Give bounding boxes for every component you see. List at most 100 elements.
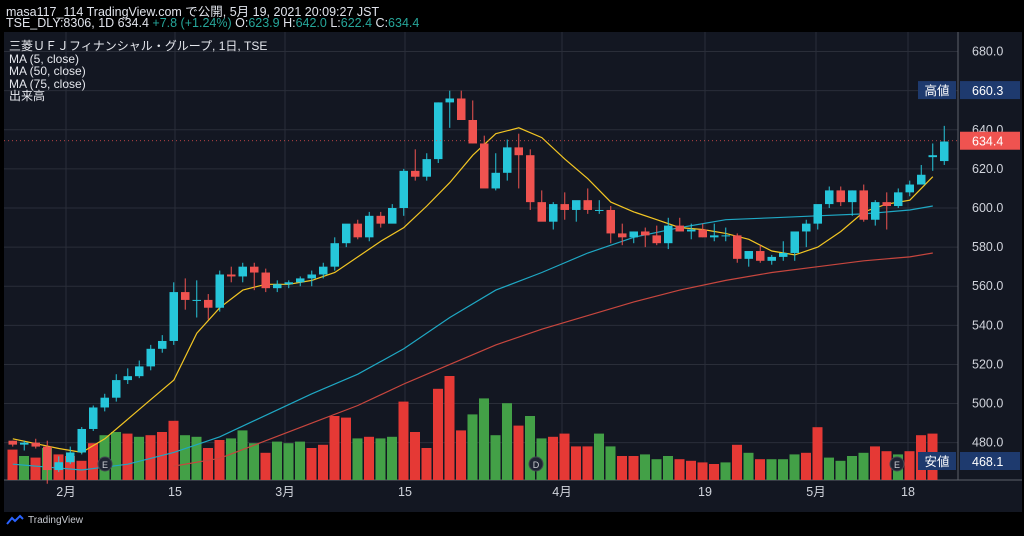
- candle-body[interactable]: [457, 98, 466, 120]
- candle-body[interactable]: [158, 340, 167, 349]
- candle-body[interactable]: [905, 184, 915, 193]
- candle-body[interactable]: [641, 231, 650, 236]
- candle-body[interactable]: [411, 170, 420, 177]
- candle-body[interactable]: [388, 208, 397, 224]
- legend-title: 三菱ＵＦＪフィナンシャル・グループ, 1日, TSE: [9, 39, 268, 53]
- candle-body[interactable]: [376, 215, 386, 224]
- publish-info: masa117_114 TradingView.com で公開, 5月 19, …: [6, 5, 380, 19]
- candle-body[interactable]: [353, 223, 363, 238]
- candle-body[interactable]: [767, 256, 777, 261]
- candle-body[interactable]: [917, 174, 926, 185]
- candle-body[interactable]: [468, 120, 478, 144]
- candle-body[interactable]: [215, 274, 225, 308]
- candle-body[interactable]: [629, 231, 639, 238]
- candle-body[interactable]: [848, 190, 857, 203]
- candle-body[interactable]: [940, 141, 949, 162]
- candle-body[interactable]: [342, 223, 351, 244]
- candle-body[interactable]: [675, 225, 685, 232]
- candle-body[interactable]: [422, 159, 432, 177]
- candle-body[interactable]: [365, 215, 374, 238]
- candle-body[interactable]: [606, 209, 616, 234]
- open-value: 623.9: [248, 16, 280, 30]
- legend-ma75[interactable]: MA (75, close): [9, 76, 86, 91]
- candle-body[interactable]: [572, 200, 581, 210]
- candle-body[interactable]: [790, 231, 800, 253]
- candle-body[interactable]: [537, 202, 547, 222]
- candle-body[interactable]: [698, 229, 708, 238]
- candle-body[interactable]: [319, 266, 328, 275]
- candle-body[interactable]: [664, 225, 673, 244]
- brand-footer[interactable]: TradingView: [6, 514, 83, 526]
- candle-body[interactable]: [307, 274, 317, 279]
- legend-ma50[interactable]: MA (50, close): [9, 64, 86, 78]
- candle-body[interactable]: [192, 299, 202, 301]
- candle-body[interactable]: [652, 235, 662, 244]
- event-marker[interactable]: [889, 456, 905, 472]
- price-chart[interactable]: 680.0660.0640.0620.0600.0580.0560.0540.0…: [4, 32, 1022, 512]
- candle-body[interactable]: [20, 442, 29, 445]
- candle-body[interactable]: [273, 284, 282, 289]
- candle-body[interactable]: [503, 147, 512, 173]
- candle-body[interactable]: [756, 251, 765, 261]
- candle-body[interactable]: [825, 190, 834, 205]
- x-tick-label: 18: [901, 485, 915, 499]
- candle-body[interactable]: [836, 190, 846, 203]
- candle-body[interactable]: [744, 251, 754, 259]
- candle-body[interactable]: [8, 440, 18, 445]
- event-marker[interactable]: [528, 456, 544, 472]
- volume-bar: [835, 460, 846, 480]
- candle-body[interactable]: [526, 155, 535, 203]
- high-value: 642.0: [295, 16, 327, 30]
- candle-body[interactable]: [112, 380, 121, 398]
- candle-body[interactable]: [89, 407, 98, 429]
- candle-body[interactable]: [123, 376, 133, 381]
- legend-volume[interactable]: 出来高: [9, 89, 46, 103]
- candle-body[interactable]: [894, 192, 903, 207]
- candle-body[interactable]: [560, 204, 570, 210]
- candle-body[interactable]: [399, 170, 409, 208]
- chart-svg[interactable]: 680.0660.0640.0620.0600.0580.0560.0540.0…: [4, 32, 1022, 512]
- candle-body[interactable]: [250, 266, 259, 273]
- legend-ma5[interactable]: MA (5, close): [9, 51, 80, 66]
- candle-body[interactable]: [491, 172, 501, 189]
- candle-body[interactable]: [434, 102, 443, 160]
- candle-body[interactable]: [238, 266, 248, 277]
- candle-body[interactable]: [77, 428, 87, 453]
- candle-body[interactable]: [284, 282, 294, 285]
- candle-body[interactable]: [583, 200, 593, 210]
- candle-body[interactable]: [618, 233, 627, 238]
- candle-body[interactable]: [813, 204, 823, 224]
- candle-body[interactable]: [445, 98, 455, 103]
- volume-bar: [651, 459, 662, 480]
- candle-body[interactable]: [204, 299, 213, 308]
- candle-body[interactable]: [802, 223, 811, 232]
- candle-body[interactable]: [595, 209, 604, 211]
- event-marker[interactable]: [97, 456, 113, 472]
- candle-body[interactable]: [135, 366, 144, 377]
- candle-body[interactable]: [882, 202, 892, 207]
- candle-body[interactable]: [871, 202, 880, 220]
- candle-body[interactable]: [928, 155, 938, 158]
- x-tick-label: 15: [398, 485, 412, 499]
- candle-body[interactable]: [181, 292, 190, 300]
- candle-body[interactable]: [779, 252, 788, 257]
- candle-body[interactable]: [721, 235, 731, 237]
- candle-body[interactable]: [66, 452, 75, 463]
- candle-body[interactable]: [549, 204, 558, 222]
- candle-body[interactable]: [514, 147, 524, 156]
- candle-body[interactable]: [261, 272, 271, 289]
- candle-body[interactable]: [330, 243, 340, 267]
- candle-body[interactable]: [480, 143, 489, 189]
- candle-body[interactable]: [687, 229, 696, 232]
- candle-body[interactable]: [100, 397, 110, 408]
- candle-body[interactable]: [31, 442, 41, 447]
- candle-body[interactable]: [859, 190, 869, 220]
- candle-body[interactable]: [733, 235, 742, 259]
- candle-body[interactable]: [296, 278, 305, 283]
- candle-body[interactable]: [54, 462, 64, 471]
- candle-body[interactable]: [146, 348, 156, 367]
- candle-body[interactable]: [710, 235, 719, 238]
- candle-body[interactable]: [43, 446, 52, 471]
- candle-body[interactable]: [169, 292, 179, 341]
- candle-body[interactable]: [227, 274, 236, 277]
